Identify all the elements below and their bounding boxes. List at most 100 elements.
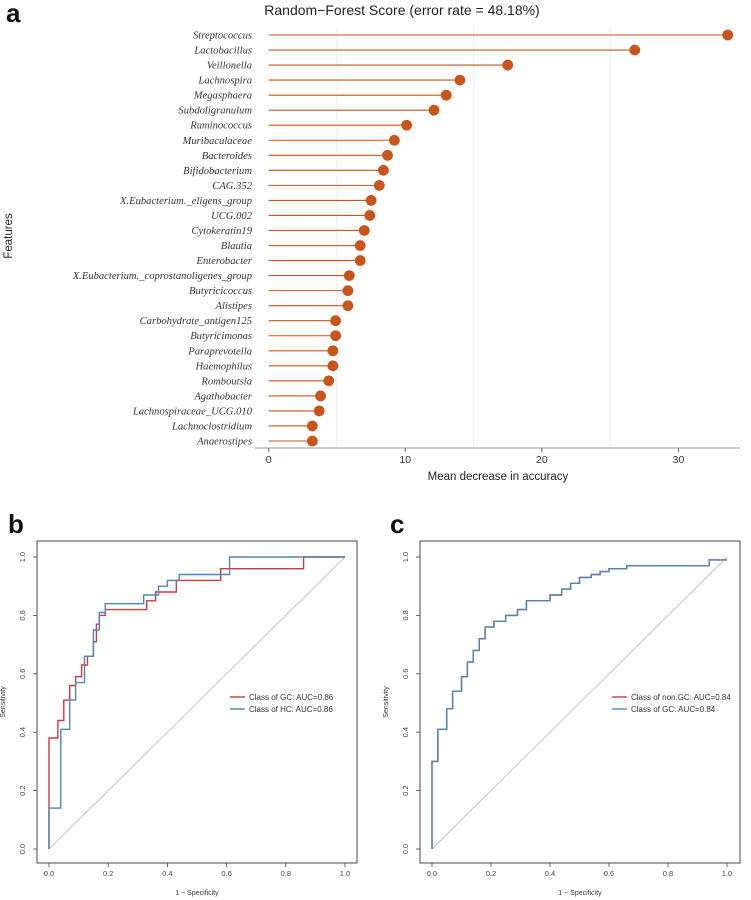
x-tick-label: 0.8 xyxy=(663,869,673,878)
x-tick-label: 0.8 xyxy=(281,869,291,878)
reference-diagonal xyxy=(48,556,346,850)
lollipop-point xyxy=(629,44,641,56)
legend-box xyxy=(609,688,737,718)
plot-area xyxy=(255,27,740,448)
lollipop-point xyxy=(330,315,342,327)
feature-label: Megasphaera xyxy=(193,91,252,102)
x-tick-label: 0.0 xyxy=(427,869,437,878)
panel-label-b: b xyxy=(8,509,24,539)
x-tick-label: 0.4 xyxy=(545,869,555,878)
y-tick-label: 0.6 xyxy=(18,669,27,679)
feature-label: Bifidobacterium xyxy=(183,166,252,177)
lollipop-point xyxy=(440,89,452,101)
feature-label: Anaerostipes xyxy=(196,437,252,448)
y-tick-label: 1.0 xyxy=(401,552,410,562)
feature-label: Butyricimonas xyxy=(190,331,252,342)
legend-label: Class of GC: AUC=0.84 xyxy=(631,705,716,714)
roc-ylabel: Sensitivity xyxy=(0,686,7,718)
lollipop-point xyxy=(722,29,734,41)
lollipop-point xyxy=(342,300,354,312)
feature-label: Lachnoclostridium xyxy=(171,421,252,432)
legend-label: Class of GC: AUC=0.86 xyxy=(249,693,334,702)
lollipop-point xyxy=(330,330,342,342)
feature-label: Lactobacillus xyxy=(193,46,252,57)
lollipop-point xyxy=(428,104,440,116)
feature-label: Alistipes xyxy=(215,301,253,312)
x-tick-label: 0.2 xyxy=(486,869,496,878)
feature-label: Carbohydrate_antigen125 xyxy=(140,316,252,327)
y-tick-label: 1.0 xyxy=(18,552,27,562)
lollipop-point xyxy=(343,270,355,281)
feature-label: Enterobacter xyxy=(195,256,252,267)
y-tick-label: 0.6 xyxy=(401,669,410,679)
lollipop-point xyxy=(342,285,354,297)
lollipop-point xyxy=(358,225,370,236)
feature-label: Butyricicoccus xyxy=(189,286,252,297)
chart-a-xlabel: Mean decrease in accuracy xyxy=(428,471,569,483)
x-tick-label: 0.0 xyxy=(44,869,54,878)
legend-label: Class of non.GC: AUC=0.84 xyxy=(631,693,731,702)
feature-label: Veillonella xyxy=(207,61,252,72)
feature-label: Lachnospira xyxy=(197,76,252,87)
x-tick-label: 1.0 xyxy=(340,869,350,878)
feature-label: Romboutsia xyxy=(200,376,252,387)
roc-xlabel: 1 − Specificity xyxy=(558,890,602,897)
x-tick-label: 30 xyxy=(673,454,685,466)
feature-label: Bacteroides xyxy=(202,151,252,162)
roc-chart-b: 0.0 0.2 0.4 0.6 0.8 1.0 0.0 0.2 0.4 0.6 0.8 1.0 1 − … xyxy=(0,540,358,897)
x-tick-label: 0 xyxy=(266,454,272,466)
feature-label: Cytokeratin19 xyxy=(191,226,252,237)
lollipop-point xyxy=(306,420,318,432)
lollipop-chart: Streptococcus Lactobacillus Veillonella Lac… xyxy=(72,27,740,466)
y-tick-label: 0.8 xyxy=(18,610,27,620)
lollipop-point xyxy=(502,59,514,71)
lollipop-point xyxy=(454,74,466,86)
feature-label: Muribaculaceae xyxy=(182,136,253,147)
feature-label: CAG.352 xyxy=(212,181,252,192)
lollipop-point xyxy=(306,435,318,447)
y-tick-label: 0.2 xyxy=(18,785,27,795)
feature-label: Ruminococcus xyxy=(189,121,252,132)
lollipop-point xyxy=(323,375,335,387)
legend-box xyxy=(227,688,355,718)
legend-label: Class of HC: AUC=0.86 xyxy=(249,705,333,714)
x-tick-label: 1.0 xyxy=(722,869,732,878)
lollipop-point xyxy=(327,360,339,372)
feature-label: X.Eubacterium._eligens_group xyxy=(119,196,252,207)
roc-curve-1 xyxy=(431,559,727,849)
y-tick-label: 0.2 xyxy=(401,785,410,795)
plot-frame xyxy=(36,540,358,864)
lollipop-point xyxy=(378,164,389,176)
x-tick-label: 20 xyxy=(536,454,548,466)
roc-ylabel: Sensitivity xyxy=(383,686,390,718)
roc-chart-c: 0.0 0.2 0.4 0.6 0.8 1.0 0.0 0.2 0.4 0.6 0.8 1.0 1 − … xyxy=(383,540,741,897)
lollipop-point xyxy=(354,240,366,251)
lollipop-point xyxy=(364,210,376,221)
y-tick-label: 0.8 xyxy=(401,610,410,620)
feature-label: Lachnospiraceae_UCG.010 xyxy=(132,406,253,417)
feature-label: Paraprevotella xyxy=(187,346,252,357)
y-tick-label: 0.4 xyxy=(401,727,410,737)
lollipop-point xyxy=(315,390,326,402)
y-tick-label: 0.0 xyxy=(401,844,410,854)
x-tick-label: 10 xyxy=(399,454,411,466)
chart-a-ylabel: Features xyxy=(3,213,15,259)
feature-label: Haemophilus xyxy=(195,361,253,372)
feature-label: Blautia xyxy=(221,241,252,252)
feature-label: Agathobacter xyxy=(193,391,253,402)
feature-label: Streptococcus xyxy=(193,31,252,42)
y-tick-label: 0.0 xyxy=(18,844,27,854)
lollipop-point xyxy=(373,179,385,191)
roc-curve-1 xyxy=(48,556,345,849)
feature-label: UCG.002 xyxy=(211,211,253,222)
feature-label: Subdoligranulum xyxy=(178,106,252,117)
feature-label: X.Eubacterium._coprostanoligenes_group xyxy=(72,271,252,282)
lollipop-point xyxy=(365,195,377,206)
lollipop-point xyxy=(313,405,325,417)
lollipop-point xyxy=(388,134,400,146)
lollipop-point xyxy=(354,255,366,266)
x-tick-label: 0.6 xyxy=(604,869,614,878)
lollipop-point xyxy=(382,149,393,161)
x-tick-label: 0.4 xyxy=(162,869,172,878)
